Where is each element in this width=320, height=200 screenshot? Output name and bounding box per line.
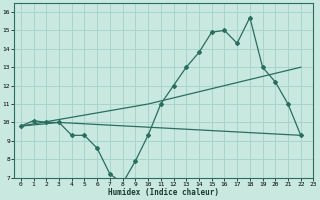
X-axis label: Humidex (Indice chaleur): Humidex (Indice chaleur)	[108, 188, 220, 197]
